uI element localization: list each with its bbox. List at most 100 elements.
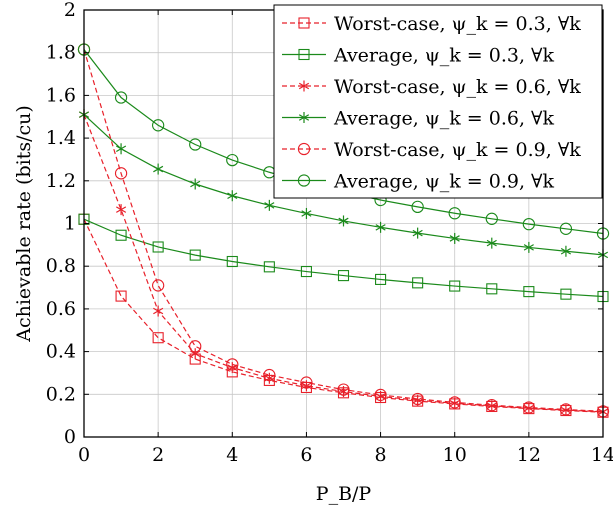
circle-marker xyxy=(448,207,461,220)
star-marker xyxy=(190,348,201,360)
circle-marker xyxy=(226,153,239,167)
star-stroke xyxy=(523,244,534,251)
y-tick-label: 0.6 xyxy=(46,298,76,320)
legend-label: Average, ψ_k = 0.9, ∀k xyxy=(333,171,554,193)
x-tick-label: 4 xyxy=(226,444,238,466)
square-marker xyxy=(523,286,535,298)
star-marker xyxy=(190,178,201,190)
square-marker xyxy=(298,48,310,61)
star-stroke xyxy=(153,165,164,173)
legend-label: Average, ψ_k = 0.3, ∀k xyxy=(333,45,554,67)
star-stroke xyxy=(486,402,497,410)
star-stroke xyxy=(116,206,127,213)
legend-entry: Worst-case, ψ_k = 0.6, ∀k xyxy=(282,76,581,98)
series-line xyxy=(83,49,604,412)
y-tick-label: 0.8 xyxy=(46,255,76,277)
circle-marker xyxy=(151,119,165,132)
star-marker xyxy=(449,232,460,244)
star-stroke xyxy=(190,180,201,188)
y-axis-label: Achievable rate (bits/cu) xyxy=(13,105,35,343)
legend-entry: Average, ψ_k = 0.6, ∀k xyxy=(282,108,554,130)
star-marker xyxy=(523,241,534,253)
star-marker xyxy=(486,400,497,412)
series-line xyxy=(83,218,604,298)
square-marker xyxy=(412,277,424,289)
circle-marker xyxy=(114,167,128,180)
star-marker xyxy=(227,190,238,202)
square-marker xyxy=(115,290,127,302)
legend-box xyxy=(273,4,603,199)
plot-area xyxy=(77,43,610,418)
square-marker xyxy=(300,265,312,278)
circle-marker xyxy=(485,212,498,225)
star-stroke xyxy=(301,210,312,217)
star-marker xyxy=(338,215,349,227)
star-marker xyxy=(301,207,312,219)
star-marker xyxy=(298,80,310,92)
star-marker xyxy=(449,397,460,409)
axis-ticks: 0 2 4 6 8 10 12 14 0 0.2 0.4 0.6 0.8 1 1.2 1.4 1.6 1.8 2 xyxy=(46,0,613,466)
circle-marker xyxy=(151,279,165,292)
square-marker xyxy=(152,241,164,253)
y-tick-label: 0.4 xyxy=(46,341,76,363)
square-marker xyxy=(337,270,350,282)
star-stroke xyxy=(153,307,164,315)
circle-marker xyxy=(522,217,536,231)
star-stroke xyxy=(116,145,127,153)
legend-entry: Average, ψ_k = 0.9, ∀k xyxy=(282,171,554,193)
legend-entry: Worst-case, ψ_k = 0.3, ∀k xyxy=(282,13,581,35)
legend-entry: Average, ψ_k = 0.3, ∀k xyxy=(282,45,554,67)
x-tick-label: 6 xyxy=(300,444,312,466)
y-tick-label: 0.2 xyxy=(46,383,76,405)
square-marker xyxy=(226,255,238,268)
y-tick-label: 1.4 xyxy=(46,127,76,149)
star-stroke xyxy=(298,82,310,90)
square-marker xyxy=(375,273,387,285)
square-marker xyxy=(298,17,310,29)
star-stroke xyxy=(190,350,201,358)
circle-marker xyxy=(337,383,350,396)
circle-marker xyxy=(297,174,311,187)
star-marker xyxy=(227,362,238,374)
x-tick-label: 8 xyxy=(375,444,387,466)
square-marker xyxy=(115,229,127,241)
circle-marker xyxy=(189,138,202,151)
star-marker xyxy=(560,245,571,257)
circle-marker xyxy=(374,388,387,402)
star-stroke xyxy=(449,235,460,242)
star-stroke xyxy=(338,388,349,395)
star-marker xyxy=(560,404,571,416)
star-stroke xyxy=(338,217,349,225)
legend-entry: Worst-case, ψ_k = 0.9, ∀k xyxy=(282,139,581,161)
star-marker xyxy=(375,221,386,233)
circle-marker xyxy=(448,396,461,409)
star-stroke xyxy=(560,406,571,414)
y-tick-label: 1.6 xyxy=(46,84,76,106)
legend-label: Worst-case, ψ_k = 0.9, ∀k xyxy=(334,139,581,161)
star-stroke xyxy=(560,247,571,255)
legend: Worst-case, ψ_k = 0.3, ∀k Average, ψ_k = … xyxy=(273,4,603,199)
square-marker xyxy=(152,332,164,344)
square-marker xyxy=(449,280,461,292)
star-marker xyxy=(523,402,534,414)
star-marker xyxy=(298,112,310,123)
x-tick-label: 2 xyxy=(152,444,164,466)
series-group xyxy=(78,109,609,261)
star-stroke xyxy=(227,192,238,200)
y-tick-label: 1 xyxy=(64,213,76,235)
legend-label: Worst-case, ψ_k = 0.6, ∀k xyxy=(334,76,581,98)
star-stroke xyxy=(298,114,310,121)
circle-marker xyxy=(411,392,424,406)
star-marker xyxy=(153,305,164,317)
circle-marker xyxy=(114,91,128,104)
x-tick-label: 10 xyxy=(443,444,467,466)
circle-marker xyxy=(297,142,311,156)
circle-marker xyxy=(559,403,573,416)
legend-label: Worst-case, ψ_k = 0.3, ∀k xyxy=(334,13,581,35)
star-stroke xyxy=(412,229,423,237)
square-marker xyxy=(189,249,201,261)
circle-marker xyxy=(485,399,498,412)
star-marker xyxy=(116,143,127,155)
circle-marker xyxy=(226,358,239,371)
